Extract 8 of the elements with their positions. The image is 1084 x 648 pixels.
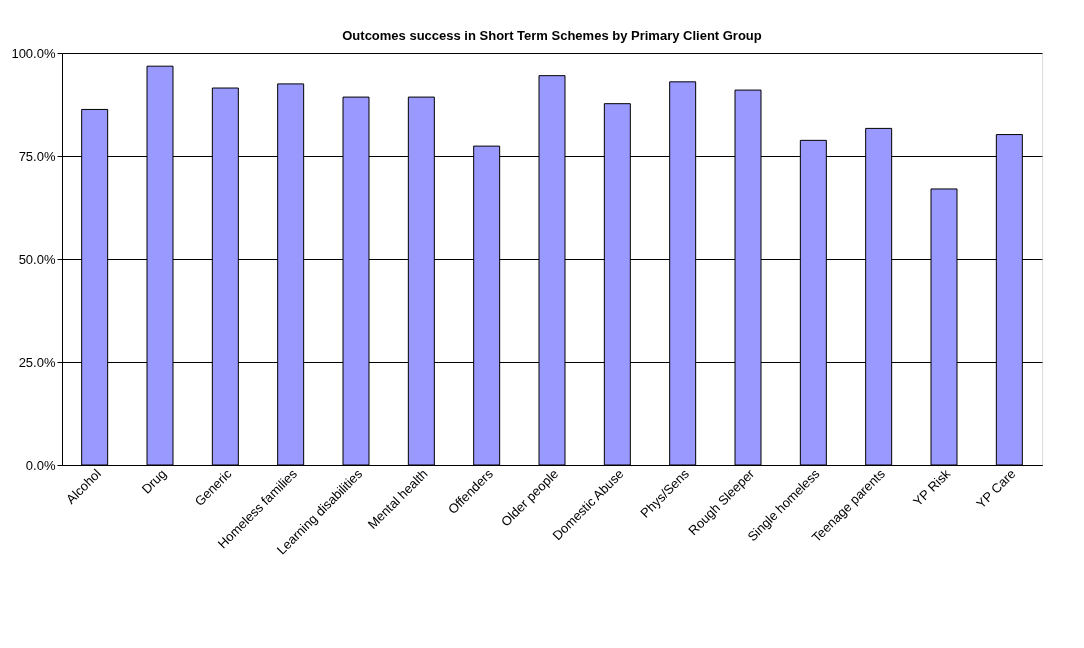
y-tick-label: 25.0% [18, 354, 56, 370]
y-tick-label: 0.0% [25, 457, 56, 473]
y-tick-label: 50.0% [18, 251, 56, 267]
y-tick-label: 75.0% [18, 148, 56, 164]
chart-title: Outcomes success in Short Term Schemes by Primary Client Group [342, 28, 762, 43]
x-tick-label: YP Care [973, 466, 1019, 512]
y-tick-label: 100.0% [11, 45, 56, 61]
x-tick-label: YP Risk [910, 465, 954, 510]
